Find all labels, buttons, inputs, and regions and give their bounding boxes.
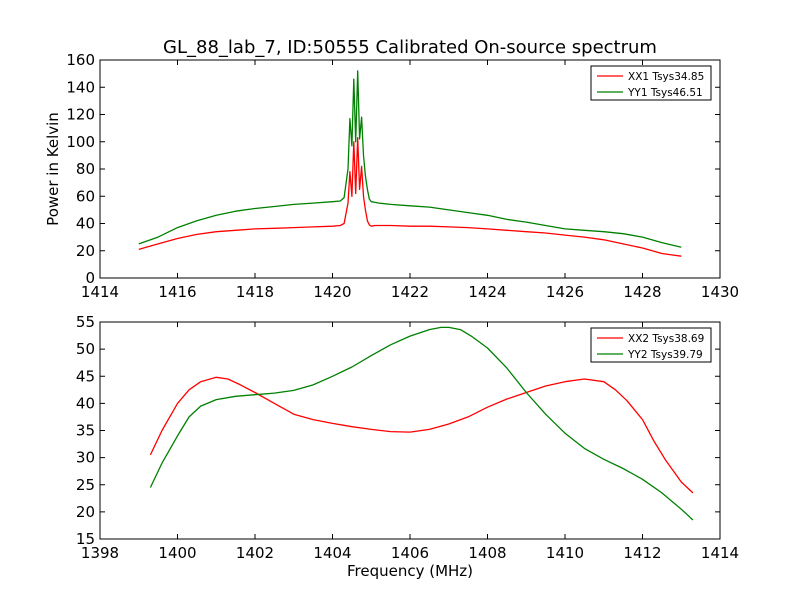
- legend-label-1: XX2 Tsys38.69: [628, 333, 704, 345]
- x-tick-label: 1414: [81, 283, 119, 301]
- x-tick-label: 1422: [391, 283, 429, 301]
- y-tick-label: 20: [76, 242, 95, 260]
- x-tick-label: 1416: [158, 283, 196, 301]
- series-line-1: [149, 376, 694, 494]
- x-tick-label: 1400: [158, 544, 196, 562]
- series-line-2: [149, 326, 694, 521]
- series-line-2: [138, 70, 682, 248]
- y-tick-label: 35: [76, 422, 95, 440]
- y-tick-label: 100: [66, 133, 95, 151]
- y-tick-label: 60: [76, 187, 95, 205]
- top-panel: 1414 1416 1418 1420 1422 1424 1426 1428 1430 0 20 4…: [44, 51, 739, 301]
- legend-label-2: YY1 Tsys46.51: [627, 87, 703, 99]
- x-axis-label: Frequency (MHz): [347, 562, 473, 580]
- x-tick-label: 1408: [468, 544, 506, 562]
- y-tick-label: 160: [66, 51, 95, 69]
- y-tick-label: 50: [76, 340, 95, 358]
- legend-label-1: XX1 Tsys34.85: [628, 71, 704, 83]
- x-tick-label: 1428: [623, 283, 661, 301]
- y-tick-label: 15: [76, 530, 95, 548]
- y-tick-label: 40: [76, 215, 95, 233]
- x-tick-label: 1410: [546, 544, 584, 562]
- y-axis-label: Power in Kelvin: [44, 112, 62, 226]
- x-tick-label: 1420: [313, 283, 351, 301]
- x-tick-label: 1398: [81, 544, 119, 562]
- x-tick-label: 1426: [546, 283, 584, 301]
- x-tick-label: 1412: [623, 544, 661, 562]
- y-tick-label: 30: [76, 449, 95, 467]
- y-tick-label: 140: [66, 78, 95, 96]
- legend-box: [590, 65, 712, 101]
- legend-label-2: YY2 Tsys39.79: [627, 349, 703, 361]
- y-tick-label: 0: [85, 269, 95, 287]
- bottom-panel: 1398 1400 1402 1404 1406 1408 1410 1412 1414 15 20…: [76, 313, 739, 580]
- x-tick-label: 1406: [391, 544, 429, 562]
- x-tick-label: 1402: [236, 544, 274, 562]
- y-tick-label: 55: [76, 313, 95, 331]
- y-tick-label: 45: [76, 367, 95, 385]
- x-tick-label: 1404: [313, 544, 351, 562]
- x-tick-label: 1430: [701, 283, 739, 301]
- chart-title: GL_88_lab_7, ID:50555 Calibrated On-sour…: [163, 37, 657, 58]
- y-tick-label: 20: [76, 503, 95, 521]
- legend-box: [590, 327, 712, 363]
- y-tick-label: 120: [66, 106, 95, 124]
- y-tick-label: 25: [76, 476, 95, 494]
- x-tick-label: 1414: [701, 544, 739, 562]
- series-line-1: [138, 137, 682, 257]
- x-tick-label: 1424: [468, 283, 506, 301]
- y-tick-label: 40: [76, 394, 95, 412]
- y-tick-label: 80: [76, 160, 95, 178]
- x-tick-label: 1418: [236, 283, 274, 301]
